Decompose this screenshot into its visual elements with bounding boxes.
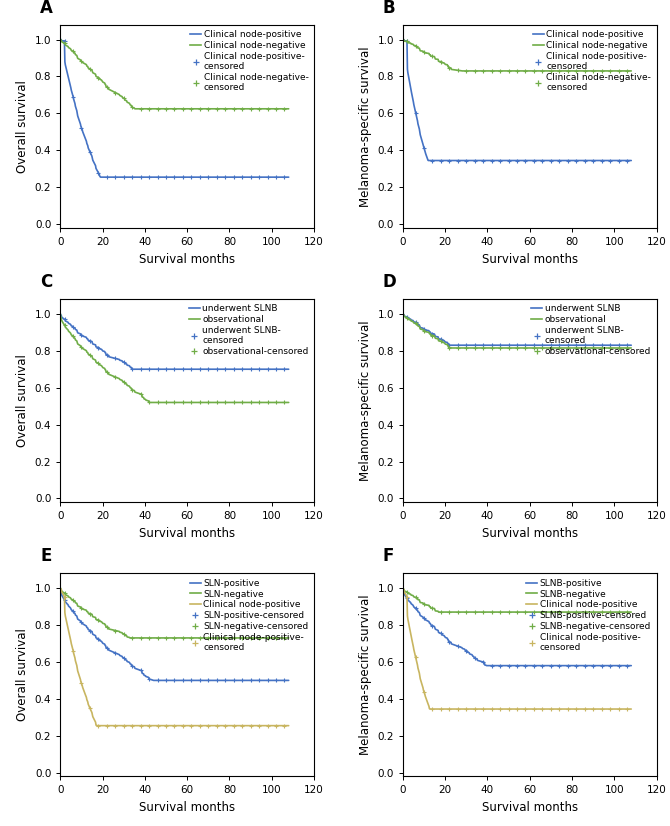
- Text: E: E: [40, 547, 52, 565]
- Y-axis label: Overall survival: Overall survival: [16, 80, 29, 173]
- Y-axis label: Melanoma-specific survival: Melanoma-specific survival: [358, 46, 372, 206]
- X-axis label: Survival months: Survival months: [482, 253, 578, 265]
- Legend: SLN-positive, SLN-negative, Clinical node-positive, SLN-positive-censored, SLN-n: SLN-positive, SLN-negative, Clinical nod…: [189, 578, 310, 653]
- Legend: Clinical node-positive, Clinical node-negative, Clinical node-positive-
censored: Clinical node-positive, Clinical node-ne…: [190, 29, 310, 93]
- X-axis label: Survival months: Survival months: [139, 801, 235, 814]
- Y-axis label: Melanoma-specific survival: Melanoma-specific survival: [358, 320, 372, 481]
- X-axis label: Survival months: Survival months: [482, 801, 578, 814]
- Legend: SLNB-positive, SLNB-negative, Clinical node-positive, SLNB-positive-censored, SL: SLNB-positive, SLNB-negative, Clinical n…: [525, 578, 652, 653]
- Text: D: D: [383, 273, 397, 291]
- Text: C: C: [40, 273, 52, 291]
- Legend: Clinical node-positive, Clinical node-negative, Clinical node-positive-
censored: Clinical node-positive, Clinical node-ne…: [532, 29, 652, 93]
- X-axis label: Survival months: Survival months: [139, 527, 235, 539]
- Text: F: F: [383, 547, 394, 565]
- Text: B: B: [383, 0, 395, 17]
- Legend: underwent SLNB, observational, underwent SLNB-
censored, observational-censored: underwent SLNB, observational, underwent…: [188, 303, 310, 357]
- Legend: underwent SLNB, observational, underwent SLNB-
censored, observational-censored: underwent SLNB, observational, underwent…: [531, 303, 652, 357]
- X-axis label: Survival months: Survival months: [139, 253, 235, 265]
- Y-axis label: Overall survival: Overall survival: [16, 354, 29, 447]
- Y-axis label: Melanoma-specific survival: Melanoma-specific survival: [358, 595, 372, 755]
- X-axis label: Survival months: Survival months: [482, 527, 578, 539]
- Y-axis label: Overall survival: Overall survival: [16, 629, 29, 721]
- Text: A: A: [40, 0, 53, 17]
